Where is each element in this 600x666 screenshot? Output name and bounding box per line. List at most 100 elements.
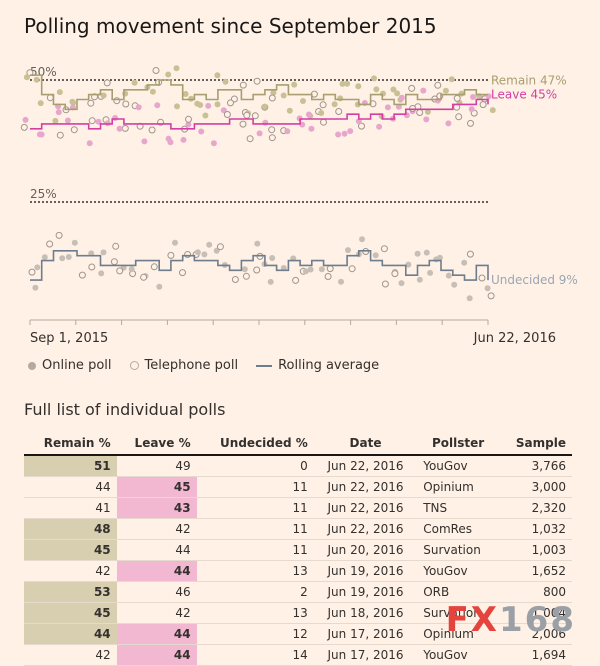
undecided-poll-point bbox=[461, 259, 468, 266]
cell-leave: 43 bbox=[116, 497, 197, 519]
leave-poll-point bbox=[445, 120, 452, 127]
remain-poll-point bbox=[286, 107, 293, 114]
leave-poll-point bbox=[358, 122, 365, 130]
undecided-poll-point bbox=[416, 276, 423, 283]
cell-leave: 49 bbox=[116, 455, 197, 477]
remain-poll-point bbox=[100, 92, 107, 99]
undecided-poll-point bbox=[345, 247, 351, 254]
cell-date: Jun 22, 2016 bbox=[313, 518, 418, 540]
cell-undecided: 11 bbox=[196, 476, 314, 498]
legend-rolling: Rolling average bbox=[256, 358, 379, 373]
cell-remain: 42 bbox=[24, 560, 117, 582]
remain-poll-point bbox=[46, 94, 54, 102]
cell-sample: 3,000 bbox=[499, 476, 572, 498]
remain-poll-point bbox=[174, 103, 180, 110]
leave-poll-point bbox=[455, 113, 463, 121]
undecided-poll-point bbox=[466, 295, 473, 302]
remain-poll-point bbox=[489, 107, 496, 114]
header-undecided: Undecided % bbox=[196, 432, 314, 456]
remain-poll-point bbox=[202, 112, 209, 119]
remain-rolling-line bbox=[30, 74, 488, 111]
leave-poll-point bbox=[335, 108, 343, 115]
undecided-poll-point bbox=[140, 273, 148, 281]
cell-date: Jun 20, 2016 bbox=[313, 539, 418, 561]
cell-remain: 42 bbox=[24, 644, 117, 666]
cell-sample: 2,320 bbox=[499, 497, 572, 519]
undecided-poll-point bbox=[55, 231, 63, 239]
table-row: 41 43 11 Jun 22, 2016 TNS 2,320 bbox=[24, 497, 572, 519]
undecided-poll-point bbox=[172, 239, 178, 246]
header-remain: Remain % bbox=[24, 432, 117, 456]
legend-rolling-label: Rolling average bbox=[278, 358, 380, 373]
remain-poll-point bbox=[339, 80, 346, 87]
cell-undecided: 13 bbox=[196, 602, 314, 624]
leave-poll-point bbox=[470, 94, 476, 100]
table-row: 53 46 2 Jun 19, 2016 ORB 800 bbox=[24, 581, 572, 603]
cell-date: Jun 18, 2016 bbox=[313, 602, 418, 624]
remain-poll-point bbox=[442, 87, 449, 94]
remain-poll-point bbox=[52, 117, 59, 124]
remain-poll-point bbox=[182, 91, 189, 97]
header-date: Date bbox=[313, 432, 418, 456]
remain-poll-point bbox=[131, 79, 138, 86]
undecided-poll-point bbox=[478, 274, 486, 282]
cell-pollster: YouGov bbox=[417, 455, 499, 477]
undecided-poll-point bbox=[348, 265, 356, 273]
cell-sample: 1,652 bbox=[499, 560, 572, 582]
cell-remain: 53 bbox=[24, 581, 117, 603]
undecided-poll-point bbox=[241, 266, 248, 273]
legend-phone: Telephone poll bbox=[129, 358, 238, 373]
leave-poll-point bbox=[210, 140, 217, 147]
remain-poll-point bbox=[37, 100, 44, 107]
undecided-poll-point bbox=[372, 252, 379, 259]
undecided-poll-point bbox=[405, 261, 412, 268]
cell-pollster: YouGov bbox=[417, 644, 499, 666]
undecided-poll-point bbox=[326, 265, 334, 273]
remain-poll-point bbox=[165, 71, 172, 78]
leave-poll-point bbox=[423, 116, 430, 123]
undecided-poll-point bbox=[398, 280, 405, 287]
leave-poll-point bbox=[384, 104, 391, 111]
polling-chart: 50% 25% Remain 47%Leave 45% Undecided 9% S… bbox=[20, 65, 578, 346]
remain-poll-point bbox=[424, 108, 431, 115]
undecided-poll-point bbox=[307, 266, 314, 273]
cell-sample: 1,003 bbox=[499, 539, 572, 561]
cell-undecided: 11 bbox=[196, 497, 314, 519]
remain-poll-point bbox=[337, 95, 344, 102]
telephone-poll-icon bbox=[129, 361, 139, 370]
remain-end-label: Remain 47% bbox=[491, 74, 567, 88]
cell-date: Jun 19, 2016 bbox=[313, 581, 418, 603]
header-leave: Leave % bbox=[116, 432, 197, 456]
undecided-poll-point bbox=[116, 267, 124, 275]
cell-pollster: ComRes bbox=[417, 518, 499, 540]
gridline-label-25: 25% bbox=[30, 187, 57, 201]
undecided-poll-point bbox=[359, 236, 365, 243]
remain-poll-point bbox=[416, 109, 424, 116]
remain-poll-point bbox=[87, 99, 95, 107]
x-end-label: Jun 22, 2016 bbox=[473, 331, 556, 346]
legend-online-label: Online poll bbox=[42, 358, 112, 373]
undecided-poll-point bbox=[445, 272, 452, 279]
watermark-logo: FX168 bbox=[446, 600, 576, 640]
undecided-poll-point bbox=[338, 278, 344, 285]
leave-poll-point bbox=[246, 135, 254, 143]
leave-poll-point bbox=[141, 138, 148, 145]
undecided-end-label: Undecided 9% bbox=[491, 273, 578, 287]
leave-poll-point bbox=[116, 125, 123, 132]
undecided-poll-point bbox=[466, 250, 474, 258]
leave-poll-point bbox=[453, 94, 461, 102]
undecided-poll-point bbox=[179, 269, 186, 277]
table-row: 45 42 13 Jun 18, 2016 Survation 1,004 bbox=[24, 602, 572, 624]
leave-poll-point bbox=[64, 117, 71, 124]
remain-poll-point bbox=[26, 69, 34, 77]
cell-sample: 1,004 bbox=[499, 602, 572, 624]
cell-date: Jun 19, 2016 bbox=[313, 560, 418, 582]
undecided-poll-point bbox=[242, 272, 250, 280]
cell-undecided: 12 bbox=[196, 623, 314, 645]
cell-undecided: 11 bbox=[196, 518, 314, 540]
undecided-poll-point bbox=[381, 280, 389, 288]
undecided-poll-point bbox=[128, 266, 135, 273]
cell-leave: 44 bbox=[116, 560, 197, 582]
undecided-poll-point bbox=[100, 249, 107, 256]
leave-poll-point bbox=[198, 128, 205, 135]
